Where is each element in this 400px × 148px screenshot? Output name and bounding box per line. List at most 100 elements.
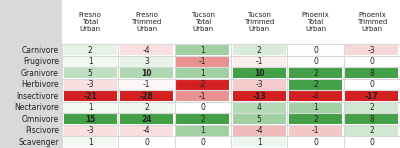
Text: 0: 0 <box>144 138 149 147</box>
Bar <box>176 57 230 67</box>
Text: 2: 2 <box>88 46 92 55</box>
Text: Herbivore: Herbivore <box>21 80 59 89</box>
Bar <box>345 68 398 78</box>
Text: -4: -4 <box>143 46 150 55</box>
Text: 1: 1 <box>200 69 205 78</box>
Bar <box>233 79 286 90</box>
Bar <box>289 45 342 55</box>
Text: 2: 2 <box>370 126 374 135</box>
Text: Omnivore: Omnivore <box>22 115 59 124</box>
Bar <box>289 114 342 124</box>
Text: -4: -4 <box>312 92 319 101</box>
Text: -21: -21 <box>83 92 97 101</box>
Bar <box>289 91 342 101</box>
Bar <box>176 114 230 124</box>
Bar <box>64 79 117 90</box>
Text: 0: 0 <box>200 103 205 112</box>
Bar <box>0 102 62 114</box>
Text: -1: -1 <box>143 80 150 89</box>
Bar <box>176 137 230 147</box>
Text: 2: 2 <box>144 103 149 112</box>
Text: -4: -4 <box>255 126 263 135</box>
Text: -1: -1 <box>312 126 319 135</box>
Text: Granivore: Granivore <box>21 69 59 78</box>
Text: Fresno
Total
Urban: Fresno Total Urban <box>79 12 102 32</box>
Bar <box>176 68 230 78</box>
Text: Carnivore: Carnivore <box>22 46 59 55</box>
Bar <box>345 45 398 55</box>
Bar <box>120 114 173 124</box>
Text: -1: -1 <box>199 57 206 66</box>
Bar <box>0 125 62 136</box>
Bar <box>233 137 286 147</box>
Bar <box>176 126 230 136</box>
Text: 0: 0 <box>369 57 374 66</box>
Bar <box>64 45 117 55</box>
Text: 0: 0 <box>313 138 318 147</box>
Text: 4: 4 <box>257 103 262 112</box>
Text: -1: -1 <box>199 92 206 101</box>
Bar <box>233 45 286 55</box>
Bar <box>233 114 286 124</box>
Text: Phoenix
Total
Urban: Phoenix Total Urban <box>302 12 329 32</box>
Text: 1: 1 <box>313 103 318 112</box>
Text: -1: -1 <box>256 57 263 66</box>
Text: Frugivore: Frugivore <box>23 57 59 66</box>
Bar <box>64 114 117 124</box>
Text: 1: 1 <box>88 103 92 112</box>
Bar <box>120 79 173 90</box>
Text: 8: 8 <box>370 115 374 124</box>
Text: 2: 2 <box>200 115 205 124</box>
Text: 1: 1 <box>88 57 92 66</box>
Bar <box>233 91 286 101</box>
Text: 8: 8 <box>370 69 374 78</box>
Text: -4: -4 <box>143 126 150 135</box>
Bar <box>0 90 62 102</box>
Text: 0: 0 <box>200 138 205 147</box>
Text: 2: 2 <box>313 80 318 89</box>
Text: 5: 5 <box>257 115 262 124</box>
Bar <box>176 103 230 113</box>
Bar <box>0 44 62 56</box>
Bar <box>345 91 398 101</box>
Text: Fresno
Trimmed
Urban: Fresno Trimmed Urban <box>131 12 162 32</box>
Text: Piscivore: Piscivore <box>25 126 59 135</box>
Bar <box>233 103 286 113</box>
Text: 2: 2 <box>313 69 318 78</box>
Text: 1: 1 <box>257 138 262 147</box>
Text: Insectivore: Insectivore <box>17 92 59 101</box>
Text: 0: 0 <box>313 57 318 66</box>
Bar <box>289 103 342 113</box>
Bar <box>0 79 62 90</box>
Bar <box>120 57 173 67</box>
Text: -3: -3 <box>255 80 263 89</box>
Text: 0: 0 <box>369 138 374 147</box>
Bar <box>289 68 342 78</box>
Bar <box>64 137 117 147</box>
Text: 0: 0 <box>369 80 374 89</box>
Bar <box>120 103 173 113</box>
Bar <box>289 79 342 90</box>
Text: 5: 5 <box>88 69 93 78</box>
Text: 1: 1 <box>88 138 92 147</box>
Bar <box>176 79 230 90</box>
Text: 0: 0 <box>313 46 318 55</box>
Bar <box>0 56 62 67</box>
Bar <box>120 137 173 147</box>
Bar <box>345 79 398 90</box>
Text: -3: -3 <box>86 126 94 135</box>
Text: -28: -28 <box>140 92 153 101</box>
Bar <box>64 91 117 101</box>
Bar <box>289 126 342 136</box>
Text: Tucson
Total
Urban: Tucson Total Urban <box>191 12 215 32</box>
Text: -3: -3 <box>86 80 94 89</box>
Text: -13: -13 <box>252 92 266 101</box>
Bar <box>233 126 286 136</box>
Text: -17: -17 <box>365 92 379 101</box>
Bar <box>0 0 62 44</box>
Text: 24: 24 <box>141 115 152 124</box>
Bar <box>120 91 173 101</box>
Bar <box>233 68 286 78</box>
Bar <box>289 137 342 147</box>
Bar <box>289 57 342 67</box>
